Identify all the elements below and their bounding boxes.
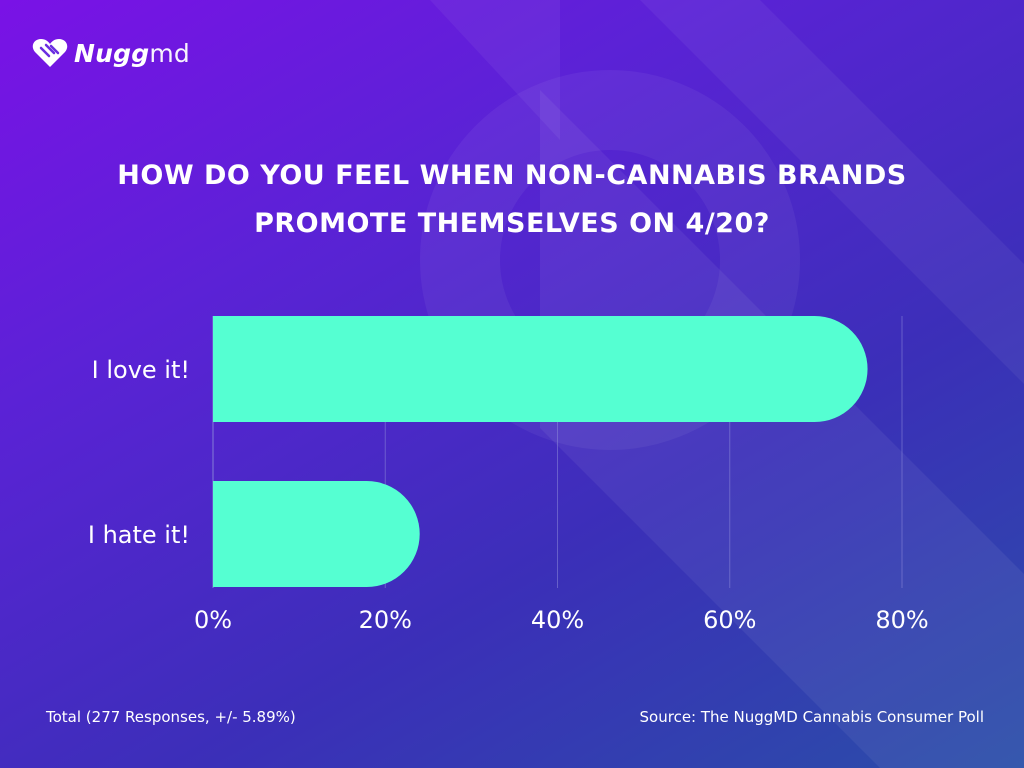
- bar-hate: [213, 481, 420, 587]
- logo-wordmark-light: md: [149, 38, 190, 68]
- tick-label-20: 20%: [359, 606, 412, 634]
- bars: [213, 316, 868, 587]
- total-responses-note: Total (277 Responses, +/- 5.89%): [46, 708, 296, 726]
- tick-label-0: 0%: [194, 606, 232, 634]
- x-axis-tick-labels: 0% 20% 40% 60% 80%: [194, 606, 929, 634]
- heart-logo-icon: [32, 39, 68, 67]
- logo: Nuggmd: [32, 38, 190, 68]
- logo-wordmark-bold: Nugg: [74, 38, 150, 68]
- category-label: I hate it!: [88, 521, 190, 549]
- chart-title: HOW DO YOU FEEL WHEN NON-CANNABIS BRANDS…: [117, 160, 907, 239]
- category-labels: I love it! I hate it!: [88, 356, 190, 549]
- bar-love: [213, 316, 868, 422]
- tick-label-40: 40%: [531, 606, 584, 634]
- tick-label-80: 80%: [875, 606, 928, 634]
- tick-label-60: 60%: [703, 606, 756, 634]
- category-label: I love it!: [92, 356, 190, 384]
- source-note: Source: The NuggMD Cannabis Consumer Pol…: [639, 708, 984, 726]
- logo-wordmark: Nuggmd: [74, 39, 190, 68]
